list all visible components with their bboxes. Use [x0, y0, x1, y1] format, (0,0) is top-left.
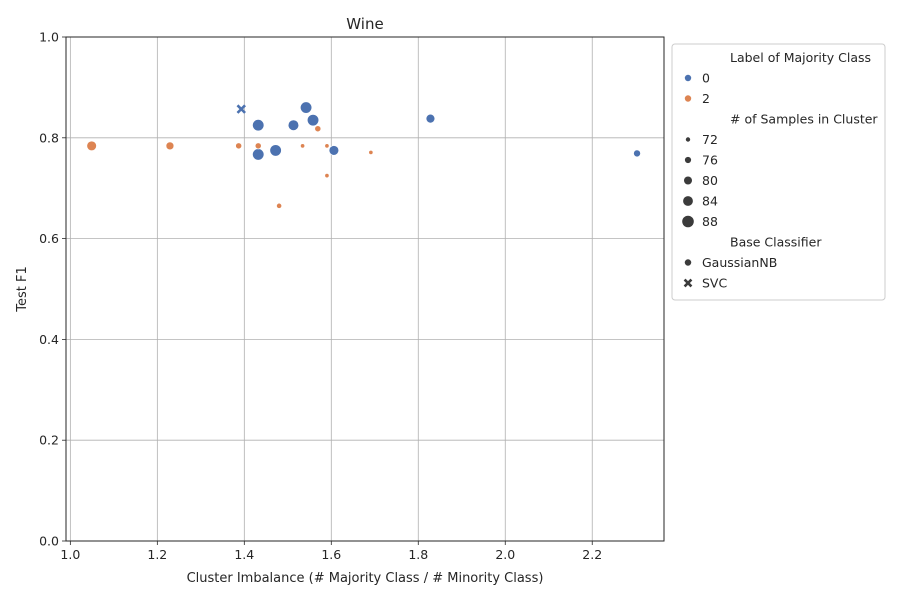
x-tick-label: 2.2 — [582, 547, 602, 562]
data-point — [425, 113, 436, 124]
legend-entry-label: 0 — [702, 71, 710, 86]
legend-entry-label: 72 — [702, 132, 718, 147]
x-axis-title: Cluster Imbalance (# Majority Class / # … — [187, 571, 544, 586]
data-point — [299, 101, 313, 114]
chart-title: Wine — [346, 15, 383, 33]
legend-size-marker — [684, 156, 692, 164]
data-point — [324, 143, 330, 149]
legend-entry-label: 88 — [702, 214, 718, 229]
data-point — [236, 104, 246, 114]
x-tick-label: 1.8 — [408, 547, 428, 562]
legend-color-swatch — [684, 95, 692, 102]
data-point — [235, 142, 243, 150]
legend-entry-label: 2 — [702, 91, 710, 106]
plot-area-frame — [65, 36, 665, 542]
data-point — [276, 202, 283, 209]
legend-section-title: # of Samples in Cluster — [730, 112, 878, 127]
legend-entry-label: GaussianNB — [702, 255, 777, 270]
grid-lines — [66, 36, 664, 542]
data-point — [368, 149, 374, 155]
axis-ticks: 1.0 1.2 1.4 1.6 1.8 2.0 2.2 0.0 0.2 0.4 0.6 0.8 1.0 — [39, 30, 602, 563]
data-point — [314, 125, 322, 133]
legend-entry-label: 80 — [702, 173, 718, 188]
data-point — [252, 119, 265, 132]
legend-entry-label: 76 — [702, 153, 718, 168]
legend-size-marker — [683, 196, 693, 206]
data-point — [633, 149, 641, 158]
y-tick-label: 0.2 — [39, 433, 59, 448]
legend-entry-label: SVC — [702, 276, 727, 291]
legend-style-marker — [683, 278, 693, 288]
y-tick-label: 1.0 — [39, 30, 59, 45]
data-point — [287, 119, 300, 131]
x-tick-label: 1.4 — [234, 547, 254, 562]
legend-entry-label: 84 — [702, 194, 718, 209]
x-tick-label: 1.2 — [147, 547, 167, 562]
x-tick-label: 1.6 — [321, 547, 341, 562]
data-point — [306, 114, 320, 127]
legend-size-marker — [685, 137, 691, 142]
data-point — [86, 140, 97, 152]
y-tick-label: 0.4 — [39, 332, 59, 347]
legend-section-title: Base Classifier — [730, 235, 822, 250]
y-tick-label: 0.0 — [39, 534, 59, 549]
data-point — [300, 143, 306, 149]
legend-style-marker — [684, 258, 692, 267]
legend: Label of Majority Class 0 2 # of Samples in… — [671, 43, 886, 301]
x-tick-label: 2.0 — [495, 547, 515, 562]
y-axis-title: Test F1 — [15, 266, 30, 312]
legend-size-marker — [684, 176, 692, 185]
data-point — [328, 145, 340, 156]
data-point — [269, 144, 282, 157]
data-points — [86, 101, 641, 209]
legend-color-swatch — [684, 74, 692, 82]
data-point — [324, 173, 330, 179]
legend-size-marker — [682, 215, 694, 228]
x-tick-label: 1.0 — [60, 547, 80, 562]
y-tick-label: 0.8 — [39, 130, 59, 145]
data-point — [254, 142, 262, 150]
legend-frame — [671, 43, 886, 301]
data-point — [252, 148, 265, 161]
data-point — [165, 141, 175, 151]
y-tick-label: 0.6 — [39, 231, 59, 246]
legend-section-title: Label of Majority Class — [730, 50, 871, 65]
legend-items: Label of Majority Class 0 2 # of Samples in… — [682, 50, 878, 291]
